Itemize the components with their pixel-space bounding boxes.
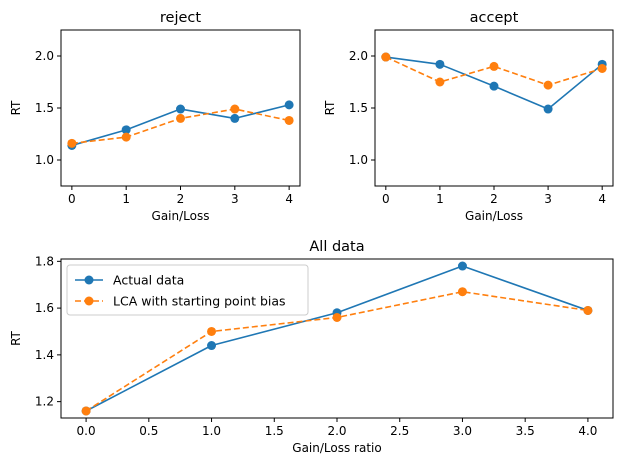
y-tick-label: 1.2 — [35, 395, 54, 409]
series-1 — [67, 100, 294, 150]
data-point — [435, 77, 445, 87]
data-point — [230, 104, 240, 114]
x-tick-label: 2.0 — [327, 424, 346, 438]
y-tick-label: 1.8 — [35, 254, 54, 268]
y-tick-label: 1.0 — [349, 153, 368, 167]
y-tick-label: 1.4 — [35, 348, 54, 362]
plot-frame — [60, 258, 614, 419]
x-tick-label: 0.5 — [139, 424, 158, 438]
x-tick-label: 1.0 — [202, 424, 221, 438]
x-tick-label: 1.5 — [265, 424, 284, 438]
subplot-3: All data 0.0 0.5 1.0 1.5 2.0 2.5 3.0 3.5 4.0 1.2 1.… — [9, 239, 614, 455]
series-2 — [381, 52, 607, 90]
x-tick-label: 0 — [382, 192, 390, 206]
data-point — [176, 113, 185, 123]
x-axis-label: Gain/Loss ratio — [292, 441, 381, 455]
data-point — [489, 61, 499, 71]
data-point — [230, 113, 240, 123]
y-tick-label: 1.6 — [35, 301, 54, 315]
chart-title: reject — [160, 10, 201, 26]
x-tick-label: 3 — [231, 192, 239, 206]
x-tick-label: 0 — [68, 192, 76, 206]
x-tick-label: 3 — [544, 192, 552, 206]
chart-title: accept — [470, 10, 519, 26]
data-point — [67, 138, 77, 148]
x-tick-label: 0.0 — [77, 424, 96, 438]
data-point — [207, 326, 217, 336]
data-point — [284, 115, 294, 125]
legend: Actual data LCA with starting point bias — [66, 264, 309, 316]
x-tick-label: 1 — [436, 192, 444, 206]
data-point — [176, 104, 185, 114]
data-point — [81, 406, 91, 416]
y-tick-label: 2.0 — [35, 49, 54, 63]
y-tick-label: 1.5 — [349, 101, 368, 115]
data-point — [381, 52, 391, 62]
y-axis-label: RT — [9, 330, 23, 345]
legend-entry: Actual data — [75, 273, 184, 288]
series-2 — [81, 287, 593, 416]
data-point — [284, 100, 294, 110]
x-tick-label: 2 — [177, 192, 185, 206]
x-tick-label: 4 — [285, 192, 293, 206]
data-point — [543, 80, 553, 90]
legend-marker — [84, 275, 94, 285]
data-point — [597, 63, 607, 73]
y-tick-label: 1.0 — [35, 153, 54, 167]
series-1 — [381, 52, 607, 114]
series-2 — [67, 104, 294, 148]
data-point — [332, 312, 342, 322]
data-point — [489, 81, 499, 91]
data-point — [435, 59, 445, 69]
legend-marker — [84, 296, 94, 306]
legend-label: LCA with starting point bias — [113, 294, 286, 309]
legend-box — [66, 264, 309, 316]
subplot-2: accept 0 1 2 3 4 1.0 1.5 2.0 Gain/Loss RT — [323, 10, 614, 223]
x-tick-label: 4 — [598, 192, 606, 206]
x-tick-label: 4.0 — [578, 424, 597, 438]
plot-frame — [374, 29, 614, 187]
data-point — [457, 261, 467, 271]
data-point — [121, 132, 131, 142]
plot-frame — [60, 29, 301, 187]
x-axis-label: Gain/Loss — [152, 209, 210, 223]
subplot-1: reject 0 1 2 3 4 1.0 1.5 2.0 Gain/Loss RT — [9, 10, 301, 223]
x-tick-label: 3.5 — [516, 424, 535, 438]
x-tick-label: 2.5 — [390, 424, 409, 438]
legend-entry: LCA with starting point bias — [75, 294, 286, 309]
data-point — [543, 104, 553, 114]
series-line — [385, 56, 603, 86]
x-tick-label: 1 — [122, 192, 130, 206]
data-point — [121, 125, 131, 135]
chart-title: All data — [309, 239, 364, 255]
data-point — [457, 287, 467, 297]
legend-label: Actual data — [113, 273, 184, 288]
data-point — [207, 341, 217, 351]
y-axis-label: RT — [9, 100, 23, 115]
x-tick-label: 3.0 — [453, 424, 472, 438]
x-tick-label: 2 — [490, 192, 498, 206]
data-point — [583, 305, 593, 315]
y-tick-label: 2.0 — [349, 49, 368, 63]
y-axis-label: RT — [323, 100, 337, 115]
y-tick-label: 1.5 — [35, 101, 54, 115]
x-axis-label: Gain/Loss — [465, 209, 523, 223]
